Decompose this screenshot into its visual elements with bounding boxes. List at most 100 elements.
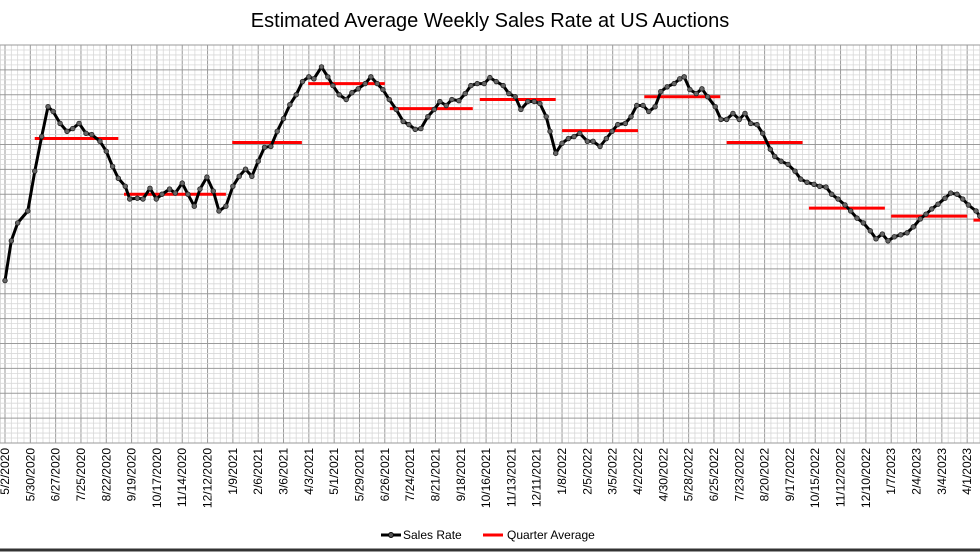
x-tick-label: 4/30/2022 [656,448,670,502]
x-tick-label: 5/1/2021 [327,448,341,495]
legend-sales-rate-label: Sales Rate [403,528,462,542]
sales-rate-point [571,133,577,140]
sales-rate-point [274,128,280,135]
sales-rate-point [634,102,640,109]
x-tick-label: 6/26/2021 [378,448,392,502]
sales-rate-point [500,82,506,89]
sales-rate-point [948,190,954,196]
x-tick-label: 4/2/2022 [631,448,645,495]
x-tick-label: 1/8/2022 [555,448,569,495]
sales-rate-point [280,115,287,122]
sales-rate-point [565,135,572,142]
sales-rate-point [512,94,518,100]
sales-rate-point [50,108,56,115]
sales-rate-point [380,86,386,93]
sales-rate-point [622,120,629,127]
sales-rate-point [965,202,972,208]
x-tick-label: 7/24/2021 [403,448,417,502]
x-tick-label: 3/4/2023 [935,448,949,495]
sales-rate-point [468,82,474,89]
sales-rate-point [792,168,798,174]
sales-rate-point [89,131,95,138]
sales-rate-point [249,173,255,180]
sales-rate-point [204,174,210,180]
x-tick-label: 10/16/2021 [479,448,493,508]
sales-rate-point [590,138,596,145]
x-tick-label: 7/25/2020 [74,448,88,502]
sales-rate-point [230,183,236,189]
x-tick-label: 6/25/2022 [707,448,721,502]
sales-rate-point [778,158,784,164]
sales-rate-point [449,96,455,103]
sales-rate-point [823,184,829,190]
sales-rate-point [2,277,8,284]
sales-rate-point [115,175,122,182]
sales-rate-point [681,74,687,80]
sales-rate-point [287,101,293,108]
sales-rate-point [172,190,178,196]
sales-rate-point [140,196,146,202]
sales-rate-point [693,90,699,97]
sales-rate-point [293,92,299,98]
sales-rate-point [185,191,191,197]
x-tick-label: 11/14/2020 [175,448,189,507]
sales-rate-point [223,203,229,209]
sales-rate-point [166,186,173,192]
sales-rate-point [32,168,38,174]
sales-rate-point [553,150,559,156]
sales-rate-point [671,80,677,87]
sales-rate-point [736,116,742,123]
sales-rate-point [658,88,664,95]
sales-rate-point [70,125,76,132]
sales-rate-point [25,208,31,214]
sales-rate-point [854,215,860,221]
x-tick-label: 6/27/2020 [49,448,63,502]
sales-rate-point [355,86,361,92]
sales-rate-point [718,116,724,123]
sales-rate-point [699,86,705,92]
x-tick-label: 10/17/2020 [150,448,164,508]
sales-rate-point [640,102,646,109]
sales-rate-point [443,102,449,109]
x-tick-label: 9/19/2020 [125,448,139,502]
sales-rate-point [960,196,966,202]
quarter-average-series [34,82,980,222]
sales-rate-point [712,103,718,110]
sales-rate-point [362,80,368,87]
sales-rate-point [191,203,197,209]
sales-rate-point [216,208,222,214]
x-tick-label: 10/15/2022 [808,448,822,508]
sales-rate-point [923,211,929,217]
sales-rate-point [929,206,935,212]
sales-rate-point [760,130,766,137]
x-axis-ticks: 5/2/2020 5/30/2020 6/27/2020 7/25/2020 8/22/… [0,448,974,508]
sales-rate-point [609,128,615,135]
sales-rate-point [506,90,512,97]
sales-rate-point [418,125,424,132]
sales-rate-point [456,98,462,104]
sales-rate-point [828,191,835,197]
sales-rate-point [462,90,468,97]
sales-rate-point [412,126,418,133]
sales-rate-point [597,143,603,150]
sales-rate-point [897,232,904,238]
legend-quarter-average-label: Quarter Average [507,528,595,542]
sales-rate-point [910,224,917,230]
x-tick-label: 5/28/2022 [682,448,696,502]
sales-rate-point [797,176,804,182]
sales-rate-point [628,113,634,120]
sales-rate-point [159,191,165,197]
sales-rate-point [474,80,480,87]
sales-rate-point [400,118,406,125]
sales-rate-point [255,158,261,164]
sales-rate-point [652,103,658,110]
sales-rate-point [393,106,399,113]
sales-rate-point [311,76,317,82]
sales-rate-point [577,130,583,137]
x-tick-label: 4/3/2021 [302,448,316,495]
sales-rate-point [386,96,392,103]
sales-rate-point [525,98,531,105]
x-tick-label: 2/4/2023 [910,448,924,495]
x-tick-label: 12/10/2022 [859,448,873,508]
